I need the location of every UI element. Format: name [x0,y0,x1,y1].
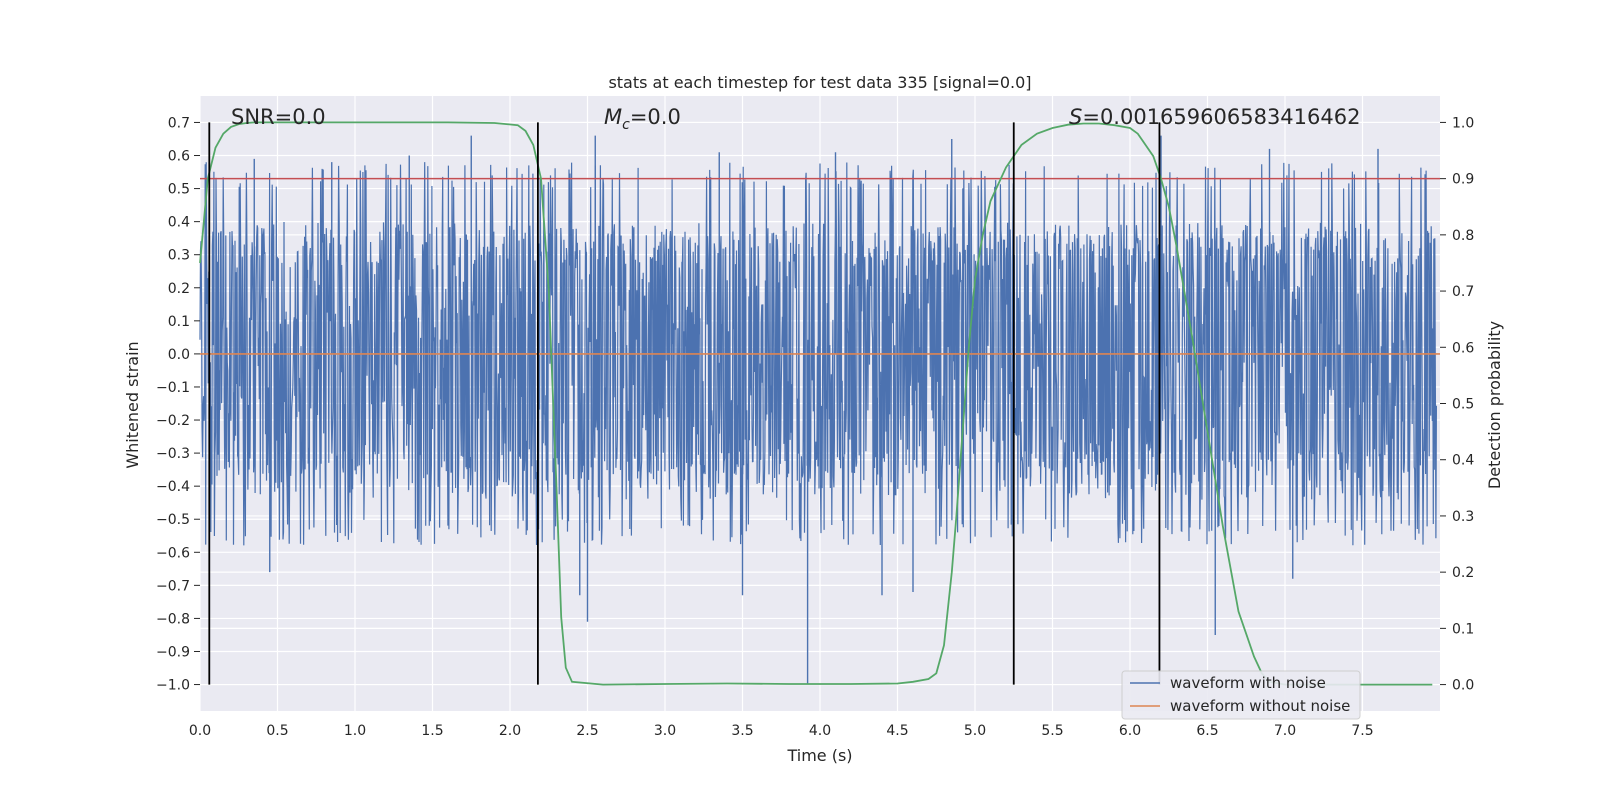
annotation-mc-symbol: M [604,105,622,129]
x-tick-label: 0.5 [266,723,288,739]
y-right-tick-label: 0.2 [1452,565,1474,581]
y-right-tick-label: 0.9 [1452,172,1474,188]
x-tick-label: 2.5 [576,723,598,739]
y-right-tick-label: 1.0 [1452,115,1474,131]
annotation-mc-subscript: c [622,117,630,133]
y-left-tick-label: −0.9 [156,644,190,660]
x-tick-label: 6.5 [1196,723,1218,739]
x-tick-label: 1.0 [344,723,366,739]
y-left-tick-label: −1.0 [156,678,190,694]
annotation-s-symbol: S [1069,105,1082,129]
x-tick-label: 4.0 [809,723,831,739]
vertical-markers [208,122,1161,685]
x-tick-label: 3.5 [731,723,753,739]
x-tick-label: 4.5 [886,723,908,739]
series-line-waveform-with-noise [199,162,1437,546]
x-tick-label: 6.0 [1119,723,1141,739]
y-right-tick-label: 0.1 [1452,621,1474,637]
y-left-tick-label: −0.7 [156,578,190,594]
annotation-s-value: =0.001659606583416462 [1082,105,1360,129]
noise-series [199,135,1437,685]
y-left-tick-label: 0.5 [168,182,190,198]
x-tick-label: 0.0 [189,723,211,739]
legend: waveform with noise waveform without noi… [1121,670,1361,720]
x-tick-label: 5.5 [1041,723,1063,739]
y-right-tick-label: 0.7 [1452,284,1474,300]
y-left-tick-label: 0.7 [168,115,190,131]
y-left-tick-label: −0.5 [156,512,190,528]
x-tick-label: 7.5 [1351,723,1373,739]
y-right-tick-label: 0.6 [1452,340,1474,356]
x-tick-label: 7.0 [1274,723,1296,739]
y-right-tick-label: 0.4 [1452,453,1474,469]
y-left-tick-label: −0.8 [156,611,190,627]
x-tick-label: 3.0 [654,723,676,739]
y-left-tick-label: 0.0 [168,347,190,363]
chart-title: stats at each timestep for test data 335… [608,73,1031,92]
y-axis-right-label: Detection probability [1485,321,1504,489]
y-axis-left-ticks: 0.7 0.6 0.5 0.4 0.3 0.2 0.1 0.0 −0.1 −0.2 −0.3 −0.4… [156,115,200,694]
y-right-tick-label: 0.0 [1452,678,1474,694]
y-axis-left-label: Whitened strain [123,341,142,468]
y-left-tick-label: 0.3 [168,248,190,264]
series-line-detection-probability [199,121,1433,686]
y-left-tick-label: −0.2 [156,413,190,429]
legend-label-with-noise: waveform with noise [1170,674,1326,692]
x-axis-ticks: 0.0 0.5 1.0 1.5 2.0 2.5 3.0 3.5 4.0 4.5 5.0 5.5 6.0 6… [189,723,1374,739]
y-left-tick-label: −0.6 [156,545,190,561]
y-right-tick-label: 0.3 [1452,509,1474,525]
y-left-tick-label: −0.1 [156,380,190,396]
legend-label-without-noise: waveform without noise [1170,697,1350,715]
x-tick-label: 5.0 [964,723,986,739]
x-tick-label: 1.5 [421,723,443,739]
annotation-mc-value: =0.0 [630,105,681,129]
y-right-tick-label: 0.5 [1452,397,1474,413]
y-left-tick-label: −0.4 [156,479,190,495]
y-left-tick-label: 0.4 [168,215,190,231]
y-left-tick-label: 0.6 [168,149,190,165]
annotation-s: S=0.001659606583416462 [1069,105,1360,129]
y-axis-right-ticks: 1.0 0.9 0.8 0.7 0.6 0.5 0.4 0.3 0.2 0.1 0.0 [1440,115,1474,694]
y-left-tick-label: 0.1 [168,314,190,330]
legend-box [1121,670,1361,720]
y-left-tick-label: 0.2 [168,281,190,297]
x-axis-label: Time (s) [786,746,852,765]
y-right-tick-label: 0.8 [1452,228,1474,244]
annotation-mc: Mc=0.0 [604,105,681,133]
y-left-tick-label: −0.3 [156,446,190,462]
annotation-snr: SNR=0.0 [231,105,326,129]
x-tick-label: 2.0 [499,723,521,739]
